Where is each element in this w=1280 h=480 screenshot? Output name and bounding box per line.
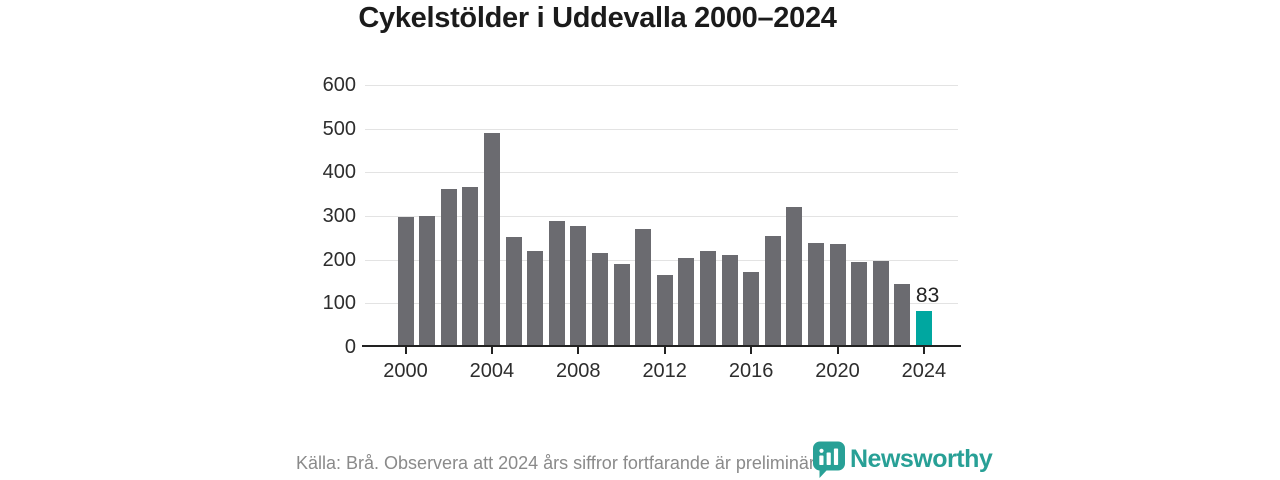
x-axis-labels: 2000 2004 2008 2012 2016 2020 2024 [365, 360, 958, 386]
x-tick-2000 [404, 347, 407, 354]
bar-2001 [419, 216, 436, 347]
highlight-value-label: 83 [915, 283, 940, 307]
bar-2018 [786, 207, 803, 347]
bar-2013 [678, 257, 695, 347]
bar-2021 [851, 262, 868, 347]
newsworthy-pin-barchart-icon [813, 441, 845, 478]
bar-2009 [591, 252, 608, 347]
bar-2010 [613, 264, 630, 347]
bar-2016 [743, 271, 760, 347]
x-tick-label-2004: 2004 [469, 360, 515, 382]
x-tick-label-2000: 2000 [383, 360, 428, 382]
chart-title: Cykelstölder i Uddevalla 2000–2024 [358, 2, 837, 34]
bar-2024-highlight [915, 310, 932, 347]
x-tick-2004 [490, 347, 493, 354]
x-tick-2020 [836, 347, 839, 354]
x-axis-line [362, 345, 961, 347]
y-tick-label-100: 100 [322, 292, 356, 314]
y-tick-label-600: 600 [322, 74, 356, 96]
plot-area: 83 [362, 85, 961, 354]
x-tick-2024 [922, 347, 925, 354]
y-tick-label-0: 0 [344, 336, 356, 358]
x-tick-label-2024: 2024 [901, 360, 947, 382]
y-tick-label-200: 200 [322, 249, 356, 271]
bar-2017 [764, 235, 781, 347]
gridline-400 [365, 172, 958, 173]
bar-2007 [548, 220, 565, 347]
bar-2006 [527, 250, 544, 347]
bar-2014 [699, 250, 716, 347]
bar-2008 [570, 226, 587, 347]
gridline-200 [365, 260, 958, 261]
x-tick-label-2016: 2016 [728, 360, 774, 382]
x-tick-2012 [663, 347, 666, 354]
bar-2002 [440, 188, 457, 347]
newsworthy-logo[interactable]: Newsworthy [812, 441, 993, 479]
bar-2011 [635, 228, 652, 347]
x-tick-label-2008: 2008 [556, 360, 601, 382]
bar-2000 [397, 216, 414, 347]
bar-2005 [505, 237, 522, 347]
x-tick-2016 [750, 347, 753, 354]
bar-2023 [894, 283, 911, 347]
newsworthy-wordmark: Newsworthy [850, 445, 993, 473]
gridline-600 [365, 85, 958, 86]
y-tick-label-300: 300 [322, 205, 356, 227]
bar-2003 [462, 186, 479, 347]
x-tick-label-2020: 2020 [815, 360, 860, 382]
y-axis-labels: 0 100 200 300 400 500 600 [296, 74, 356, 358]
x-tick-2008 [577, 347, 580, 354]
source-note: Källa: Brå. Observera att 2024 års siffr… [296, 453, 830, 473]
bar-2015 [721, 254, 738, 347]
y-tick-label-500: 500 [322, 118, 356, 140]
bar-2022 [872, 261, 889, 347]
gridline-300 [365, 216, 958, 217]
bar-2019 [807, 243, 824, 347]
x-tick-label-2012: 2012 [642, 360, 687, 382]
bar-2020 [829, 243, 846, 347]
gridline-500 [365, 129, 958, 130]
y-tick-label-400: 400 [322, 161, 356, 183]
bar-2012 [656, 274, 673, 347]
bar-2004 [483, 133, 500, 347]
